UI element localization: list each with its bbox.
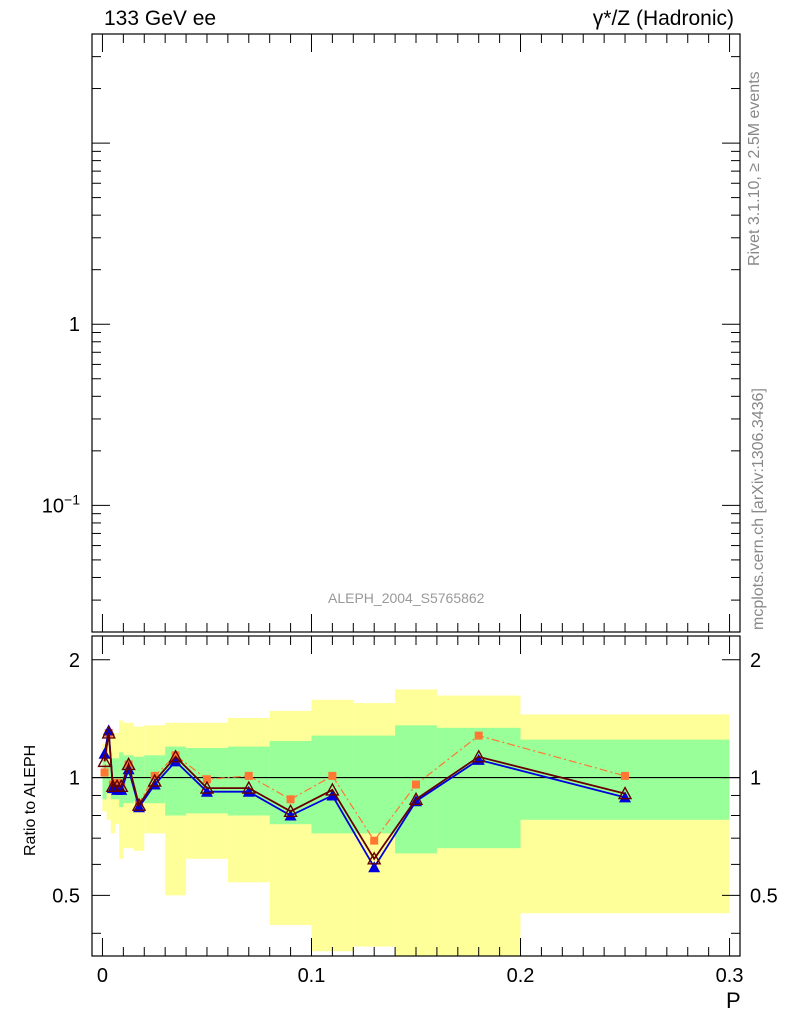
ratio-series-1-marker-0	[98, 747, 111, 759]
ratio-ytick-label-2: 2	[69, 650, 80, 672]
ratio-series-2-marker-10	[241, 780, 256, 794]
ratio-ytick-label-0: 0.5	[52, 885, 80, 907]
ratio-series-2-marker-11	[283, 803, 298, 817]
ratio-series-0-marker-13	[370, 836, 379, 845]
ratio-series-2-marker-8	[168, 749, 183, 763]
ratio-series-0-marker-12	[328, 771, 337, 780]
ratio-series-0-marker-10	[244, 771, 253, 780]
ratio-series-2-marker-12	[325, 782, 340, 796]
main-ytick-label-1: 10	[42, 495, 64, 517]
ratio-panel: 0.5 0.5 1 1 2 2 0 0.1 0.2 0.3	[52, 635, 778, 987]
ratio-ytick-label-right-1: 1	[750, 768, 761, 790]
ratio-series-1-marker-8	[169, 755, 182, 767]
ratio-series-0-marker-3	[113, 778, 122, 787]
ratio-series-2-marker-7	[147, 773, 162, 787]
ratio-series-1-marker-9	[200, 785, 213, 797]
ratio-series-2-marker-4	[114, 778, 129, 792]
ratio-band-inner-13	[353, 735, 396, 834]
main-panel: 1 10 −1	[42, 33, 741, 633]
ratio-band-inner-0	[102, 758, 107, 800]
ratio-series-1-marker-13	[368, 861, 381, 873]
ratio-series-2-marker-13	[367, 851, 382, 865]
ratio-xtick-label-0: 0	[97, 965, 108, 987]
ratio-series-2-marker-14	[408, 791, 424, 805]
ratio-xtick-label-2: 0.2	[507, 965, 535, 987]
ratio-series-0-marker-15	[474, 731, 483, 740]
ratio-band-inner-5	[123, 755, 134, 804]
main-ytick-label-0: 1	[69, 314, 80, 336]
ratio-series-0-marker-16	[621, 771, 630, 780]
ratio-ytick-label-1: 1	[69, 768, 80, 790]
ratio-series-0-marker-11	[286, 795, 295, 804]
ratio-series-0-marker-0	[100, 768, 109, 777]
main-frame	[91, 33, 741, 633]
x-axis-label: P	[726, 988, 741, 1013]
ratio-series-0-marker-14	[412, 780, 420, 789]
main-ytick-label-exp-1: −1	[64, 491, 80, 507]
mcplots-reference-text: mcplots.cern.ch [arXiv:1306.3436]	[750, 388, 767, 630]
ratio-series-2-marker-9	[199, 780, 215, 794]
ratio-series-1-marker-11	[284, 809, 297, 821]
ratio-series-line-0	[103, 732, 626, 842]
ratio-ytick-label-right-2: 2	[750, 650, 761, 672]
analysis-watermark: ALEPH_2004_S5765862	[328, 590, 485, 606]
ratio-series-2-marker-1	[101, 725, 116, 739]
ratio-xtick-label-3: 0.3	[716, 965, 744, 987]
rivet-version-text: Rivet 3.1.10, ≥ 2.5M events	[746, 71, 763, 266]
ratio-ytick-label-right-0: 0.5	[750, 885, 778, 907]
ratio-xtick-label-1: 0.1	[298, 965, 326, 987]
ratio-band-inner-6	[133, 756, 145, 802]
ratio-y-axis-label: Ratio to ALEPH	[22, 744, 39, 856]
ratio-series-2-marker-15	[471, 749, 486, 763]
ratio-series-2-marker-0	[97, 753, 112, 768]
ratio-series-0-marker-8	[171, 751, 180, 760]
ratio-series-2-marker-5	[121, 757, 136, 771]
plot-title-left: 133 GeV ee	[104, 7, 217, 30]
ratio-series-1-marker-10	[242, 785, 255, 797]
ratio-series-2-marker-6	[131, 797, 147, 811]
ratio-series-1-marker-16	[619, 791, 632, 803]
plot-title-right: γ*/Z (Hadronic)	[592, 7, 734, 30]
ratio-band-inner-15	[436, 727, 521, 849]
ratio-series-0-marker-9	[202, 775, 211, 784]
ratio-series-2-marker-16	[617, 786, 633, 800]
